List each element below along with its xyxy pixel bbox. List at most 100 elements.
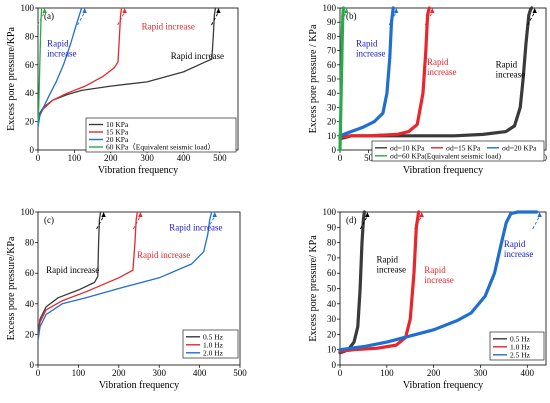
panel-label: (c) xyxy=(44,215,54,225)
annotation-text: Rapid increase xyxy=(377,254,406,274)
x-tick-label: 0 xyxy=(338,153,343,163)
x-tick-label: 100 xyxy=(72,368,86,378)
y-tick-label: 60 xyxy=(25,60,35,70)
panel-label: (d) xyxy=(346,215,357,225)
rapid-increase-arrow xyxy=(388,11,397,26)
rapid-increase-arrow xyxy=(359,215,368,230)
rapid-increase-arrowhead xyxy=(212,212,217,217)
x-tick-label: 50 xyxy=(364,153,374,163)
y-tick-label: 100 xyxy=(323,207,337,217)
rapid-increase-arrowhead xyxy=(537,212,542,217)
y-tick-label: 50 xyxy=(327,284,337,294)
rapid-increase-arrowhead xyxy=(365,212,370,217)
y-tick-label: 70 xyxy=(327,46,337,56)
rapid-increase-arrow xyxy=(132,215,141,230)
y-tick-label: 100 xyxy=(323,3,337,13)
y-tick-label: 20 xyxy=(327,329,337,339)
y-tick-label: 0 xyxy=(332,360,337,370)
rapid-increase-arrow xyxy=(424,11,433,26)
y-tick-label: 50 xyxy=(327,74,337,84)
chart-panel-4: 0 100 200 300 400 0 10 20 30 40 50 60 70 80 90 100 Vibra… xyxy=(308,207,547,391)
x-axis-label: Vibration frequency xyxy=(403,380,483,391)
legend-label: 1.0 Hz xyxy=(510,342,531,351)
y-tick-label: 40 xyxy=(25,88,35,98)
series-line-2 xyxy=(338,6,431,139)
rapid-increase-arrow xyxy=(37,11,46,26)
series-line-1 xyxy=(37,211,102,336)
y-axis-label: Excess pore pressure/ KPa xyxy=(308,235,319,342)
x-tick-label: 300 xyxy=(474,368,488,378)
rapid-increase-arrowhead xyxy=(122,8,127,13)
plot-frame xyxy=(37,211,241,366)
chart-panel-1: 0 100 200 300 400 500 0 20 40 60 80 100 Vibration fr… xyxy=(6,3,239,176)
rapid-increase-arrow xyxy=(117,11,126,26)
x-tick-label: 400 xyxy=(521,368,535,378)
annotation-text: Rapid increase xyxy=(424,265,453,285)
y-tick-label: 20 xyxy=(327,117,337,127)
legend-label: 10 KPa xyxy=(106,120,129,129)
y-tick-label: 40 xyxy=(327,299,337,309)
rapid-increase-arrow xyxy=(339,11,347,26)
legend-label: 20 KPa xyxy=(106,135,129,144)
legend-label: 0.5 Hz xyxy=(203,332,224,341)
legend-label: 0.5 Hz xyxy=(510,334,531,343)
series-line-3 xyxy=(37,211,213,342)
y-tick-label: 30 xyxy=(327,102,337,112)
y-tick-label: 10 xyxy=(327,345,337,355)
x-tick-label: 500 xyxy=(233,368,247,378)
annotation-text: Rapid increase xyxy=(496,60,525,80)
series-line-4 xyxy=(37,7,43,126)
series-line-2 xyxy=(37,211,139,339)
x-axis-label: Vibration frequency xyxy=(403,165,483,176)
rapid-increase-arrowhead xyxy=(430,8,435,13)
annotation-text: Rapid increase xyxy=(46,265,99,275)
rapid-increase-arrowhead xyxy=(101,212,106,217)
x-tick-label: 400 xyxy=(177,153,191,163)
chart-panel-2: 0501001502002503003500102030405060708090… xyxy=(308,3,548,176)
rapid-increase-arrowhead xyxy=(216,8,221,13)
y-tick-label: 0 xyxy=(30,360,35,370)
rapid-increase-arrow xyxy=(96,215,105,230)
x-tick-label: 100 xyxy=(68,153,82,163)
annotation-text: Rapid increase xyxy=(427,57,456,77)
legend: 0.5 Hz1.0 Hz2.5 Hz xyxy=(489,331,545,361)
series-line-1 xyxy=(338,210,366,355)
series-line-4 xyxy=(338,6,346,152)
series-line-3 xyxy=(338,6,395,138)
y-tick-label: 100 xyxy=(21,3,35,13)
legend-label: σd=15 KPa xyxy=(446,143,481,152)
y-axis-label: Excess pore pressure/KPa xyxy=(6,27,17,131)
legend-label: σd=60 KPa(Equivalent seismic load) xyxy=(390,151,501,160)
annotation-text: Rapid increase xyxy=(142,21,195,31)
legend-label: 15 KPa xyxy=(106,128,129,137)
y-tick-label: 80 xyxy=(327,238,337,248)
series-line-1 xyxy=(37,7,217,123)
rapid-increase-arrowhead xyxy=(394,8,399,13)
x-tick-label: 0 xyxy=(338,368,343,378)
x-tick-label: 0 xyxy=(36,153,41,163)
panel-label: (a) xyxy=(44,11,54,21)
panel-label: (b) xyxy=(346,11,357,21)
y-tick-label: 0 xyxy=(332,145,337,155)
legend-label: σd=20 KPa xyxy=(502,143,537,152)
y-tick-label: 10 xyxy=(327,131,337,141)
annotation-text: Rapid increase xyxy=(137,250,190,260)
legend-box xyxy=(85,117,237,153)
rapid-increase-arrow xyxy=(77,11,86,26)
series-line-3 xyxy=(37,7,83,128)
y-tick-label: 30 xyxy=(327,314,337,324)
legend-label: 2.0 Hz xyxy=(203,348,224,357)
chart-panel-3: 0 100 200 300 400 500 0 20 40 60 80 100 Vibration fr… xyxy=(6,207,247,391)
y-tick-label: 20 xyxy=(25,117,35,127)
y-tick-label: 60 xyxy=(25,268,35,278)
x-tick-label: 100 xyxy=(380,368,394,378)
x-axis-label: Vibration frequency xyxy=(99,380,179,391)
x-tick-label: 400 xyxy=(193,368,207,378)
series-line-2 xyxy=(37,7,123,126)
x-tick-label: 200 xyxy=(112,368,126,378)
x-axis-label: Vibration frequency xyxy=(98,165,178,176)
y-tick-label: 40 xyxy=(25,299,35,309)
